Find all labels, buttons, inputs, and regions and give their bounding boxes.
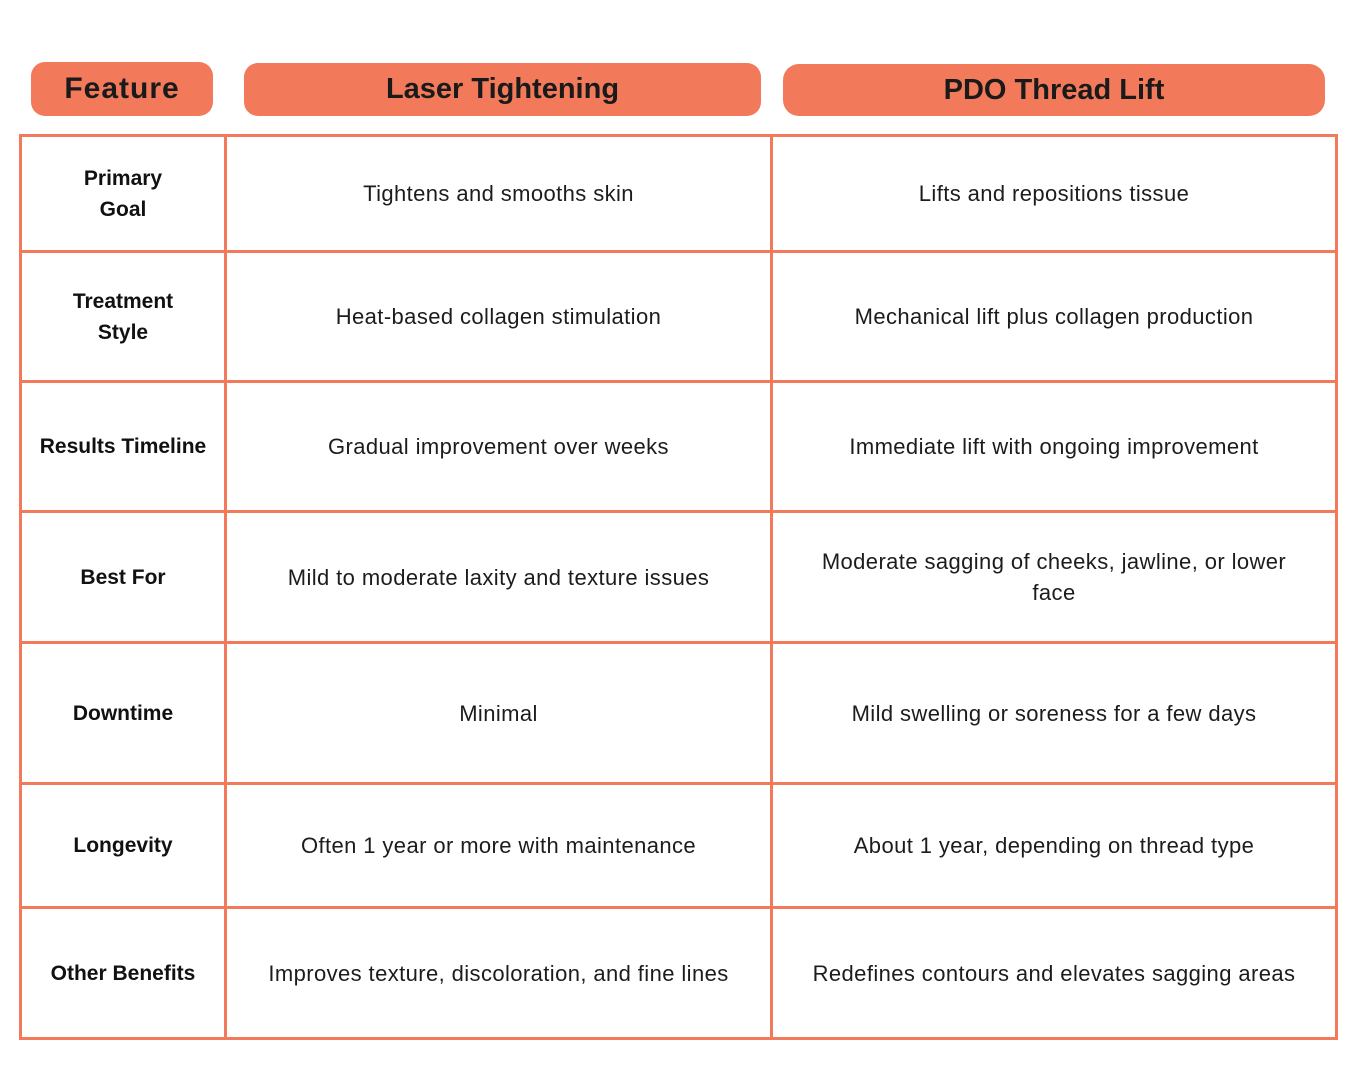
- table-row: Other Benefits Improves texture, discolo…: [19, 906, 1338, 1040]
- laser-cell: Mild to moderate laxity and texture issu…: [224, 510, 773, 644]
- header-laser-tightening: Laser Tightening: [244, 63, 761, 116]
- laser-cell: Often 1 year or more with maintenance: [224, 782, 773, 909]
- feature-label: Results Timeline: [19, 380, 227, 513]
- laser-cell: Gradual improvement over weeks: [224, 380, 773, 513]
- header-feature: Feature: [31, 62, 213, 116]
- pdo-cell: Immediate lift with ongoing improvement: [770, 380, 1338, 513]
- pdo-cell: Mechanical lift plus collagen production: [770, 250, 1338, 383]
- feature-label: Best For: [19, 510, 227, 644]
- pdo-cell: Moderate sagging of cheeks, jawline, or …: [770, 510, 1338, 644]
- laser-cell: Minimal: [224, 641, 773, 785]
- table-row: Treatment Style Heat-based collagen stim…: [19, 250, 1338, 383]
- pdo-cell: Mild swelling or soreness for a few days: [770, 641, 1338, 785]
- header-pdo-thread-lift: PDO Thread Lift: [783, 64, 1325, 116]
- pdo-cell: About 1 year, depending on thread type: [770, 782, 1338, 909]
- pdo-cell: Lifts and repositions tissue: [770, 134, 1338, 253]
- feature-label: Other Benefits: [19, 906, 227, 1040]
- comparison-table: Primary Goal Tightens and smooths skin L…: [19, 134, 1338, 1040]
- laser-cell: Tightens and smooths skin: [224, 134, 773, 253]
- table-row: Results Timeline Gradual improvement ove…: [19, 380, 1338, 513]
- table-row: Longevity Often 1 year or more with main…: [19, 782, 1338, 909]
- laser-cell: Improves texture, discoloration, and fin…: [224, 906, 773, 1040]
- feature-label: Primary Goal: [19, 134, 227, 253]
- feature-label: Downtime: [19, 641, 227, 785]
- pdo-cell: Redefines contours and elevates sagging …: [770, 906, 1338, 1040]
- feature-label: Treatment Style: [19, 250, 227, 383]
- table-row: Primary Goal Tightens and smooths skin L…: [19, 134, 1338, 253]
- table-row: Best For Mild to moderate laxity and tex…: [19, 510, 1338, 644]
- laser-cell: Heat-based collagen stimulation: [224, 250, 773, 383]
- feature-label: Longevity: [19, 782, 227, 909]
- table-row: Downtime Minimal Mild swelling or sorene…: [19, 641, 1338, 785]
